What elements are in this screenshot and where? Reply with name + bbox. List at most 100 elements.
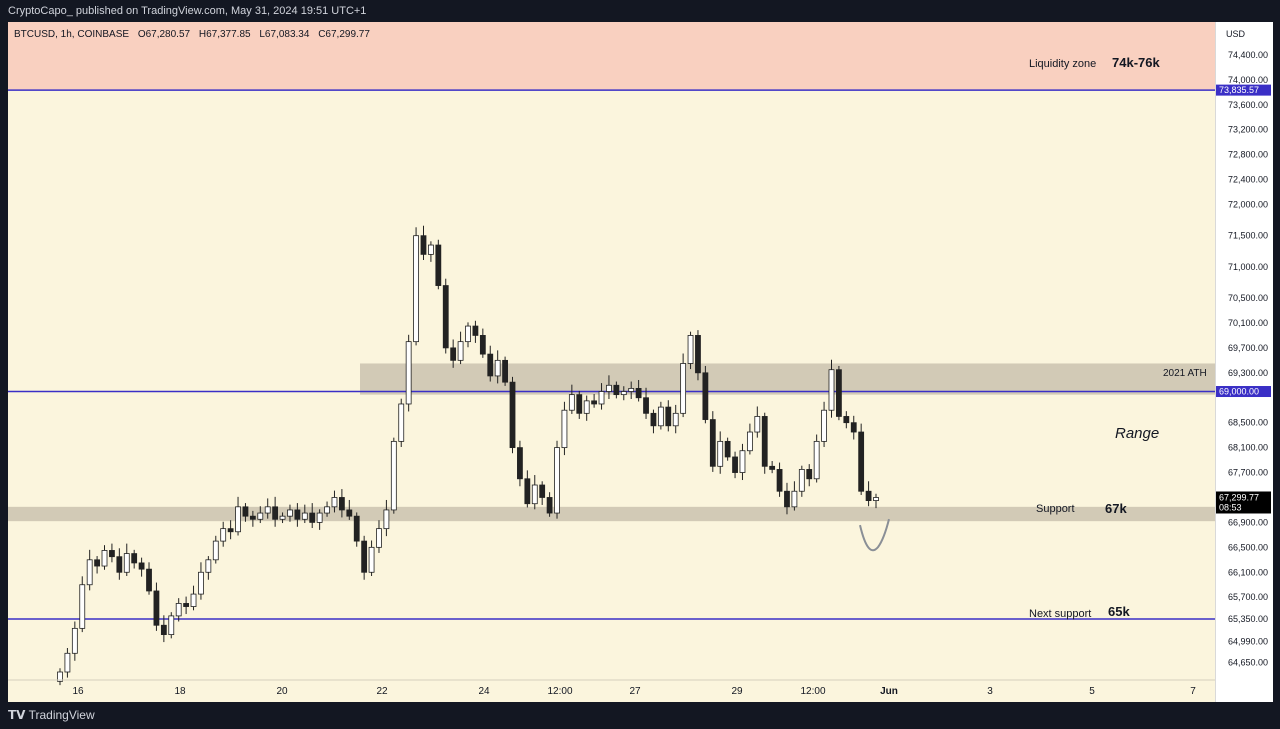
candle: [138, 562, 145, 570]
support-label: Support: [1036, 503, 1075, 515]
y-tick-label: 71,000.00: [1228, 262, 1268, 272]
y-tick-label: 74,000.00: [1228, 75, 1268, 85]
candle: [724, 440, 731, 458]
candle: [635, 387, 642, 399]
candle: [86, 559, 93, 586]
price-axis[interactable]: USD 74,400.00 74,000.00 73,600.00 73,200.00…: [1215, 22, 1273, 702]
candle: [465, 325, 471, 343]
candle: [717, 440, 724, 467]
candle: [57, 671, 63, 682]
candle: [168, 615, 175, 636]
candle: [865, 490, 872, 501]
candle: [628, 387, 635, 392]
candle: [175, 603, 182, 617]
publisher-bar: CryptoCapo_ published on TradingView.com…: [0, 0, 1280, 22]
y-tick-label: 66,500.00: [1228, 542, 1268, 552]
y-tick-label: 68,500.00: [1228, 418, 1268, 428]
candle: [420, 235, 427, 255]
candle: [457, 341, 464, 361]
candle: [383, 509, 390, 530]
candle: [531, 484, 538, 505]
candle: [428, 244, 434, 255]
candle: [591, 400, 598, 405]
candle: [546, 497, 553, 514]
candle: [272, 506, 279, 520]
candle: [71, 627, 78, 654]
candle: [620, 391, 627, 396]
candle: [732, 456, 738, 473]
candle: [687, 335, 694, 364]
candle: [398, 403, 405, 442]
price-ticks: 74,400.00 74,000.00 73,600.00 73,200.00 72,8…: [1228, 50, 1268, 668]
candle: [405, 341, 412, 405]
candle: [212, 540, 219, 561]
y-tick-label: 66,100.00: [1228, 567, 1268, 577]
candle: [776, 469, 783, 492]
candle: [784, 490, 790, 508]
ath-label: 2021 ATH: [1163, 368, 1207, 379]
candle: [242, 506, 249, 517]
y-tick-label: 70,500.00: [1228, 293, 1268, 303]
candle: [709, 419, 716, 467]
candle: [331, 497, 338, 508]
liquidity-zone-label: Liquidity zone: [1029, 58, 1096, 70]
support-value: 67k: [1105, 501, 1127, 516]
y-tick-label: 73,200.00: [1228, 125, 1268, 135]
x-tick-label: 27: [629, 686, 641, 697]
price-axis-svg[interactable]: USD 74,400.00 74,000.00 73,600.00 73,200.00…: [1216, 22, 1273, 702]
y-tick-label: 72,400.00: [1228, 175, 1268, 185]
candle: [695, 335, 701, 374]
candle: [264, 506, 271, 514]
x-tick-label: 7: [1190, 686, 1196, 697]
candle: [561, 409, 568, 449]
candle: [101, 550, 108, 567]
brand-name: TradingView: [28, 708, 95, 722]
candle: [828, 369, 835, 411]
y-tick-label: 66,900.00: [1228, 517, 1268, 527]
candle: [479, 335, 486, 355]
price-chart[interactable]: BTCUSD, 1h, COINBASE O67,280.57 H67,377.…: [8, 22, 1215, 702]
candle: [813, 440, 820, 480]
candle: [843, 416, 850, 424]
candle: [754, 416, 761, 433]
candle: [613, 384, 620, 396]
candle: [190, 593, 197, 607]
svg-text:08:53: 08:53: [1219, 502, 1242, 512]
candle: [160, 624, 167, 636]
candle: [576, 394, 583, 414]
candle: [205, 559, 212, 573]
candle: [791, 490, 798, 508]
currency-label: USD: [1226, 29, 1246, 39]
svg-text:73,835.57: 73,835.57: [1219, 85, 1259, 95]
candle: [739, 450, 746, 473]
candle: [850, 422, 857, 433]
candle: [94, 559, 100, 567]
liquidity-zone: [8, 22, 1215, 91]
candle: [257, 512, 264, 520]
last-price-tag: 67,299.77 08:53: [1216, 491, 1271, 514]
liquidity-zone-value: 74k-76k: [1112, 55, 1160, 70]
next-support-label: Next support: [1029, 608, 1091, 620]
candle: [361, 540, 368, 573]
candle: [64, 652, 71, 673]
publisher-line: CryptoCapo_ published on TradingView.com…: [8, 5, 367, 17]
chart-area[interactable]: BTCUSD, 1h, COINBASE O67,280.57 H67,377.…: [8, 22, 1215, 702]
candle: [227, 528, 234, 533]
time-axis[interactable]: 16 18 20 22 24 12:00 27 29 12:00 Jun 3 5 7: [8, 679, 1215, 697]
candle: [123, 553, 130, 573]
candle: [650, 412, 657, 427]
candle: [353, 515, 360, 542]
candle: [249, 515, 256, 520]
candle: [324, 506, 330, 514]
candle: [806, 469, 813, 480]
candle: [309, 512, 316, 523]
candle: [769, 465, 776, 470]
liquidity-price-tag: 73,835.57: [1216, 84, 1271, 96]
candle: [643, 397, 649, 414]
y-tick-label: 67,700.00: [1228, 468, 1268, 478]
candle: [583, 400, 590, 414]
candles-group: [57, 225, 879, 686]
ath-price-tag: 69,000.00: [1216, 386, 1271, 398]
y-tick-label: 71,500.00: [1228, 231, 1268, 241]
candle: [761, 416, 768, 467]
